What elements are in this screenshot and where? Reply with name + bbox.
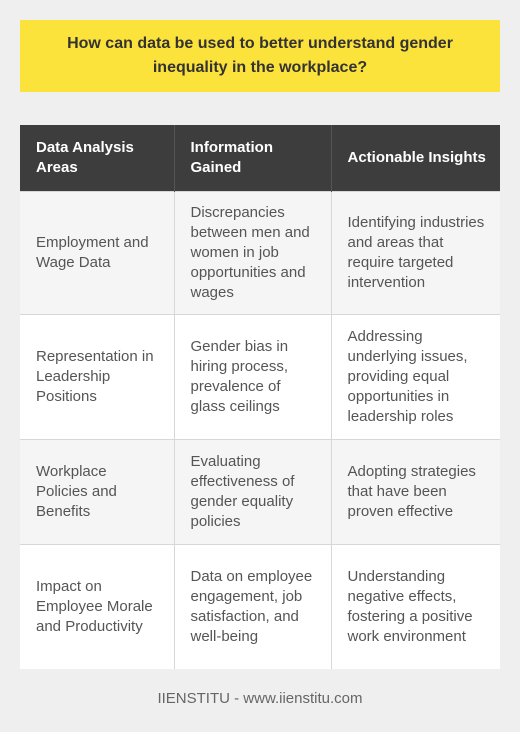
table-row: Workplace Policies and Benefits Evaluati… (20, 438, 500, 544)
table-cell: Addressing underlying issues, providing … (330, 313, 500, 439)
table-cell: Employment and Wage Data (20, 190, 174, 314)
table-cell: Identifying industries and areas that re… (330, 190, 500, 314)
page-title: How can data be used to better understan… (67, 35, 453, 76)
table-row: Representation in Leadership Positions G… (20, 313, 500, 439)
table-cell: Representation in Leadership Positions (20, 313, 174, 439)
table-cell: Impact on Employee Morale and Productivi… (20, 543, 174, 669)
footer-credit: IIENSTITU - www.iienstitu.com (157, 690, 363, 707)
table-cell: Data on employee engagement, job satisfa… (173, 543, 331, 669)
data-table: Data Analysis Areas Information Gained A… (20, 125, 500, 669)
table-cell: Evaluating effectiveness of gender equal… (173, 438, 331, 544)
table-row: Employment and Wage Data Discrepancies b… (20, 190, 500, 314)
table-header-row: Data Analysis Areas Information Gained A… (20, 125, 500, 191)
table-cell: Discrepancies between men and women in j… (173, 190, 331, 314)
table-cell: Workplace Policies and Benefits (20, 438, 174, 544)
title-banner: How can data be used to better understan… (20, 20, 500, 92)
table-cell: Gender bias in hiring process, prevalenc… (173, 313, 331, 439)
header-actionable-insights: Actionable Insights (330, 125, 500, 191)
header-data-analysis-areas: Data Analysis Areas (20, 125, 174, 191)
table-cell: Adopting strategies that have been prove… (330, 438, 500, 544)
header-information-gained: Information Gained (173, 125, 331, 191)
table-cell: Understanding negative effects, fosterin… (330, 543, 500, 669)
table-row: Impact on Employee Morale and Productivi… (20, 543, 500, 669)
